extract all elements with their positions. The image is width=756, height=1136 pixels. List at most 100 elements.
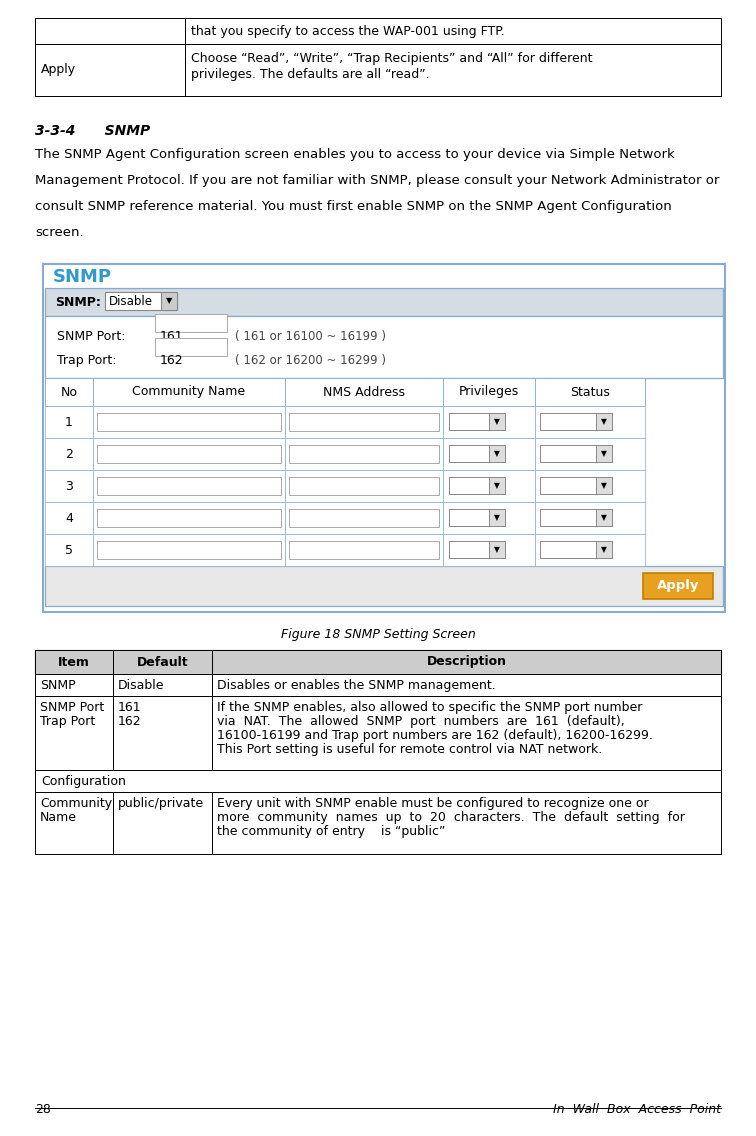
Bar bbox=[45, 438, 93, 470]
Text: Community Name: Community Name bbox=[132, 385, 246, 399]
Bar bbox=[449, 541, 505, 558]
Text: public: public bbox=[102, 415, 140, 428]
Bar bbox=[93, 378, 285, 406]
Text: Every unit with SNMP enable must be configured to recognize one or: Every unit with SNMP enable must be conf… bbox=[217, 797, 649, 810]
Bar bbox=[643, 573, 713, 599]
Bar bbox=[285, 534, 443, 566]
Bar bbox=[285, 438, 443, 470]
Bar bbox=[596, 509, 612, 526]
Bar bbox=[540, 445, 612, 462]
Bar bbox=[540, 414, 612, 431]
Text: No: No bbox=[60, 385, 78, 399]
Bar bbox=[443, 534, 535, 566]
Bar bbox=[35, 674, 113, 696]
Text: Disables or enables the SNMP management.: Disables or enables the SNMP management. bbox=[217, 679, 496, 692]
Bar bbox=[45, 534, 93, 566]
Text: 3: 3 bbox=[65, 479, 73, 493]
Text: 162: 162 bbox=[118, 715, 141, 728]
Bar bbox=[97, 541, 281, 559]
Text: If the SNMP enables, also allowed to specific the SNMP port number: If the SNMP enables, also allowed to spe… bbox=[217, 701, 643, 715]
Text: via  NAT.  The  allowed  SNMP  port  numbers  are  161  (default),: via NAT. The allowed SNMP port numbers a… bbox=[217, 715, 624, 728]
Text: privileges. The defaults are all “read”.: privileges. The defaults are all “read”. bbox=[191, 68, 429, 81]
Bar bbox=[449, 509, 505, 526]
Bar bbox=[35, 650, 113, 674]
Text: Choose “Read”, “Write”, “Trap Recipients” and “All” for different: Choose “Read”, “Write”, “Trap Recipients… bbox=[191, 52, 593, 65]
Text: Disable: Disable bbox=[109, 295, 153, 308]
Bar bbox=[443, 470, 535, 502]
Bar bbox=[113, 650, 212, 674]
Text: the community of entry    is “public”: the community of entry is “public” bbox=[217, 825, 445, 838]
Text: 1: 1 bbox=[65, 416, 73, 428]
Bar bbox=[35, 792, 113, 854]
Text: Configuration: Configuration bbox=[41, 775, 126, 788]
Bar bbox=[185, 18, 721, 44]
Text: 28: 28 bbox=[35, 1103, 51, 1116]
Bar bbox=[449, 445, 505, 462]
Bar bbox=[289, 509, 439, 527]
Bar bbox=[489, 414, 505, 431]
Bar bbox=[596, 414, 612, 431]
Text: ▼: ▼ bbox=[601, 417, 607, 426]
Bar bbox=[289, 445, 439, 463]
Bar bbox=[443, 502, 535, 534]
Bar bbox=[596, 541, 612, 558]
Text: Figure 18 SNMP Setting Screen: Figure 18 SNMP Setting Screen bbox=[280, 628, 476, 641]
Text: Apply: Apply bbox=[41, 64, 76, 76]
Text: ▼: ▼ bbox=[494, 417, 500, 426]
Text: Management Protocol. If you are not familiar with SNMP, please consult your Netw: Management Protocol. If you are not fami… bbox=[35, 174, 720, 187]
Text: Privileges: Privileges bbox=[459, 385, 519, 399]
Text: screen.: screen. bbox=[35, 226, 84, 239]
Bar bbox=[443, 438, 535, 470]
Bar bbox=[540, 477, 612, 494]
Bar bbox=[93, 406, 285, 438]
Text: Apply: Apply bbox=[657, 579, 699, 593]
Bar bbox=[212, 650, 721, 674]
Bar bbox=[540, 541, 612, 558]
Bar bbox=[285, 502, 443, 534]
Bar bbox=[596, 477, 612, 494]
Text: Disable: Disable bbox=[118, 679, 165, 692]
Bar bbox=[97, 509, 281, 527]
Text: ( 161 or 16100 ~ 16199 ): ( 161 or 16100 ~ 16199 ) bbox=[235, 329, 386, 343]
Text: ▼: ▼ bbox=[601, 545, 607, 554]
Bar bbox=[489, 445, 505, 462]
Bar bbox=[535, 378, 645, 406]
Bar bbox=[45, 566, 723, 605]
Bar bbox=[97, 445, 281, 463]
Text: 162: 162 bbox=[160, 354, 184, 367]
Bar bbox=[113, 696, 212, 770]
Text: SNMP:: SNMP: bbox=[55, 295, 101, 309]
Text: NMS Address: NMS Address bbox=[323, 385, 405, 399]
Bar bbox=[97, 477, 281, 495]
Text: The SNMP Agent Configuration screen enables you to access to your device via Sim: The SNMP Agent Configuration screen enab… bbox=[35, 148, 675, 161]
Bar bbox=[596, 445, 612, 462]
Bar bbox=[35, 650, 721, 674]
Bar bbox=[35, 770, 721, 792]
Bar bbox=[535, 534, 645, 566]
Text: ▼: ▼ bbox=[601, 481, 607, 490]
Text: SNMP Port: SNMP Port bbox=[40, 701, 104, 715]
Bar bbox=[535, 438, 645, 470]
Bar bbox=[105, 292, 177, 310]
Text: 161: 161 bbox=[118, 701, 141, 715]
Text: more  community  names  up  to  20  characters.  The  default  setting  for: more community names up to 20 characters… bbox=[217, 811, 685, 824]
Bar bbox=[489, 509, 505, 526]
Bar bbox=[443, 406, 535, 438]
Bar bbox=[535, 470, 645, 502]
Bar bbox=[97, 414, 281, 431]
Text: ▼: ▼ bbox=[601, 449, 607, 458]
Text: Trap Port:: Trap Port: bbox=[57, 354, 116, 367]
Text: SNMP: SNMP bbox=[53, 268, 112, 286]
Bar bbox=[45, 378, 645, 406]
Text: This Port setting is useful for remote control via NAT network.: This Port setting is useful for remote c… bbox=[217, 743, 603, 755]
Bar bbox=[93, 438, 285, 470]
Text: SNMP: SNMP bbox=[40, 679, 76, 692]
Bar bbox=[535, 502, 645, 534]
Text: Invalid: Invalid bbox=[545, 511, 582, 521]
Text: Read: Read bbox=[454, 543, 482, 553]
Bar bbox=[212, 674, 721, 696]
Text: ▼: ▼ bbox=[494, 449, 500, 458]
Bar bbox=[161, 292, 177, 310]
Bar bbox=[185, 44, 721, 97]
Text: Invalid: Invalid bbox=[545, 543, 582, 553]
